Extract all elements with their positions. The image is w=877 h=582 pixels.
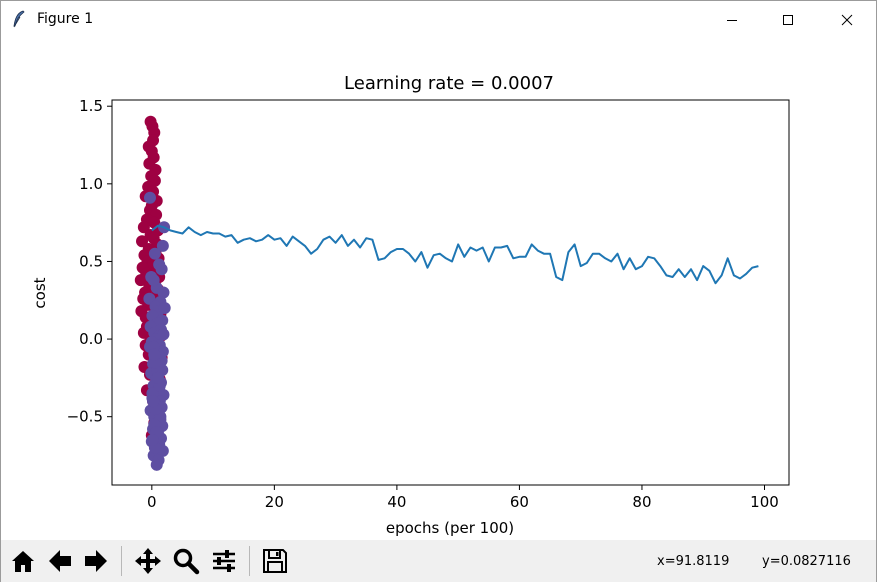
scatter-point-class-b (150, 458, 163, 471)
scatter-point-class-b (146, 433, 159, 446)
scatter-point-class-b (147, 274, 160, 287)
x-tick-label: 0 (147, 493, 157, 511)
zoom-magnifier-icon (173, 548, 200, 575)
line-layer (151, 224, 759, 285)
title-bar[interactable]: Figure 1 (1, 1, 876, 39)
y-axis-label: cost (31, 277, 49, 308)
back-arrow-icon (49, 550, 71, 572)
toolbar-separator (121, 546, 122, 576)
forward-arrow-icon (85, 550, 107, 572)
scatter-point-class-b (147, 395, 160, 408)
scatter-point-class-b (158, 302, 171, 315)
scatter-point-class-a (134, 274, 147, 287)
toolbar-separator (249, 546, 250, 576)
close-button[interactable] (824, 1, 870, 39)
zoom-button[interactable] (169, 544, 203, 578)
forward-button[interactable] (79, 544, 113, 578)
cost-line (151, 224, 759, 285)
x-tick-label: 100 (750, 493, 779, 511)
figure-canvas[interactable]: Learning rate = 0.0007 0 20 40 60 80 100 −0.5… (1, 39, 876, 539)
x-tick-label: 60 (510, 493, 529, 511)
scatter-point-class-b (148, 247, 161, 260)
cursor-y-readout: y=0.0827116 (762, 554, 851, 569)
x-ticks: 0 20 40 60 80 100 (147, 485, 779, 511)
axes-frame (111, 99, 790, 486)
y-tick-label: 1.5 (79, 97, 103, 115)
chart: Learning rate = 0.0007 0 20 40 60 80 100 −0.5… (31, 73, 790, 537)
scatter-point-class-b (148, 348, 161, 361)
save-floppy-icon (263, 549, 287, 573)
y-tick-label: 0.5 (79, 252, 103, 270)
scatter-point-class-b (157, 286, 170, 299)
x-tick-label: 40 (387, 493, 406, 511)
home-icon (12, 551, 34, 572)
navigation-toolbar: x=91.8119 y=0.0827116 (1, 540, 876, 582)
pan-button[interactable] (131, 544, 165, 578)
y-tick-label: −0.5 (67, 408, 103, 426)
scatter-point-class-b (157, 328, 170, 341)
close-icon (841, 14, 853, 26)
scatter-point-class-b (156, 239, 169, 252)
home-button[interactable] (6, 544, 40, 578)
maximize-button[interactable] (765, 1, 811, 39)
feather-icon (13, 10, 25, 28)
chart-title: Learning rate = 0.0007 (344, 73, 554, 94)
configure-subplots-icon (213, 550, 235, 572)
minimize-button[interactable] (709, 1, 755, 39)
scatter-point-class-b (143, 191, 156, 204)
scatter-point-class-b (151, 371, 164, 384)
scatter-point-class-a (136, 235, 149, 248)
window-title: Figure 1 (37, 11, 94, 27)
y-ticks: −0.5 0.0 0.5 1.0 1.5 (67, 97, 112, 426)
x-tick-label: 20 (265, 493, 284, 511)
y-tick-label: 1.0 (79, 175, 103, 193)
back-button[interactable] (43, 544, 77, 578)
save-button[interactable] (258, 544, 292, 578)
scatter-point-class-b (155, 263, 168, 276)
x-axis-label: epochs (per 100) (386, 519, 514, 537)
y-tick-label: 0.0 (79, 330, 103, 348)
configure-subplots-button[interactable] (207, 544, 241, 578)
cursor-x-readout: x=91.8119 (657, 554, 730, 569)
maximize-icon (783, 15, 793, 25)
pan-move-icon (135, 548, 161, 574)
x-tick-label: 80 (632, 493, 651, 511)
scatter-layer (134, 115, 171, 471)
scatter-point-class-a (137, 221, 150, 234)
minimize-icon (727, 20, 737, 21)
